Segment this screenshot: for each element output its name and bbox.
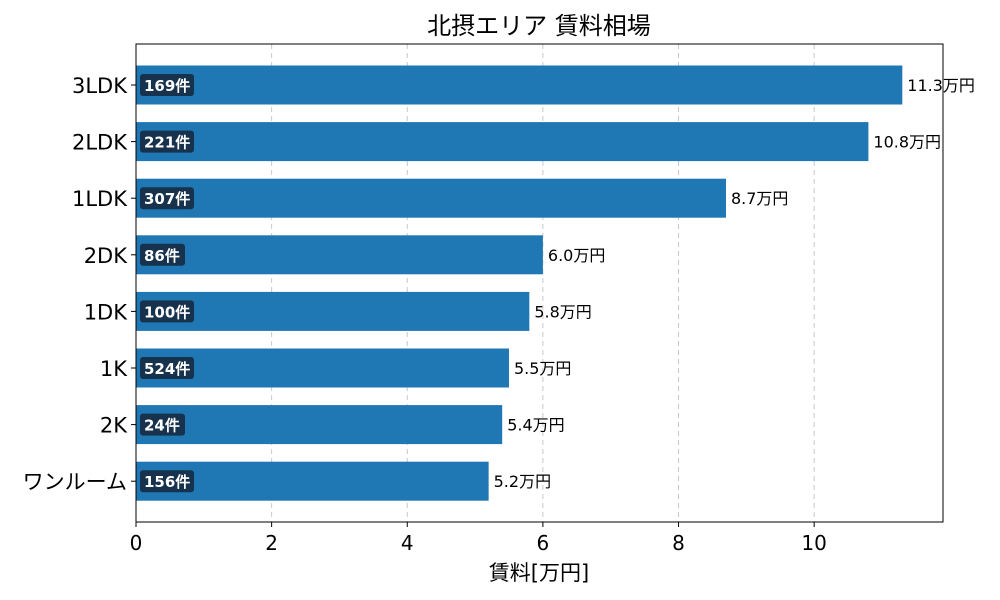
bar xyxy=(136,405,503,445)
y-tick-label: 3LDK xyxy=(72,74,128,98)
x-tick-label: 0 xyxy=(130,531,143,555)
y-tick-label: ワンルーム xyxy=(23,470,127,494)
count-badge xyxy=(140,243,185,266)
x-tick-label: 10 xyxy=(801,531,826,555)
x-tick-label: 2 xyxy=(265,531,278,555)
value-label: 10.8万円 xyxy=(873,133,941,152)
count-label: 24件 xyxy=(144,417,180,435)
bar xyxy=(136,122,869,162)
bar xyxy=(136,65,903,105)
y-tick-label: 1DK xyxy=(84,300,129,324)
count-label: 524件 xyxy=(144,360,190,378)
x-tick-label: 6 xyxy=(537,531,550,555)
count-badge xyxy=(140,470,194,493)
x-axis-label: 賃料[万円] xyxy=(489,561,589,585)
count-badge xyxy=(140,300,194,323)
bar xyxy=(136,178,726,218)
axis-ticks: 0 2 4 6 8 10 3LDK 2LDK 1LDK 2DK 1DK 1K 2K ワンルーム xyxy=(23,74,827,555)
y-tick-label: 1K xyxy=(100,357,128,381)
value-label: 5.5万円 xyxy=(514,359,571,378)
value-label: 6.0万円 xyxy=(548,246,605,265)
bars-group: 169件 11.3万円 221件 10.8万円 307件 8.7万円 86件 6.0万円 100… xyxy=(136,65,975,501)
value-label: 11.3万円 xyxy=(907,76,975,95)
value-label: 8.7万円 xyxy=(731,189,788,208)
count-badge xyxy=(140,357,194,379)
value-label: 5.8万円 xyxy=(534,302,591,321)
count-label: 86件 xyxy=(144,247,180,265)
y-tick-label: 2LDK xyxy=(72,131,128,155)
value-label: 5.2万円 xyxy=(494,472,551,491)
count-label: 307件 xyxy=(144,190,190,208)
value-label: 5.4万円 xyxy=(507,416,564,435)
count-badge xyxy=(140,74,194,96)
y-tick-label: 1LDK xyxy=(72,187,128,211)
y-tick-label: 2DK xyxy=(84,244,129,268)
plot-frame xyxy=(135,43,944,523)
bar xyxy=(136,235,543,275)
x-tick-label: 8 xyxy=(672,531,685,555)
count-label: 169件 xyxy=(144,77,190,95)
count-badge xyxy=(140,187,194,210)
count-label: 100件 xyxy=(144,303,190,321)
bar xyxy=(136,291,530,331)
x-tick-label: 4 xyxy=(401,531,414,555)
bar xyxy=(136,348,509,388)
chart-title: 北摂エリア 賃料相場 xyxy=(427,12,651,40)
count-badge xyxy=(140,413,185,436)
count-label: 221件 xyxy=(144,134,190,152)
bar xyxy=(136,461,489,501)
y-tick-label: 2K xyxy=(100,414,128,438)
count-label: 156件 xyxy=(144,473,190,491)
grid-lines xyxy=(271,44,815,522)
count-badge xyxy=(140,130,194,153)
